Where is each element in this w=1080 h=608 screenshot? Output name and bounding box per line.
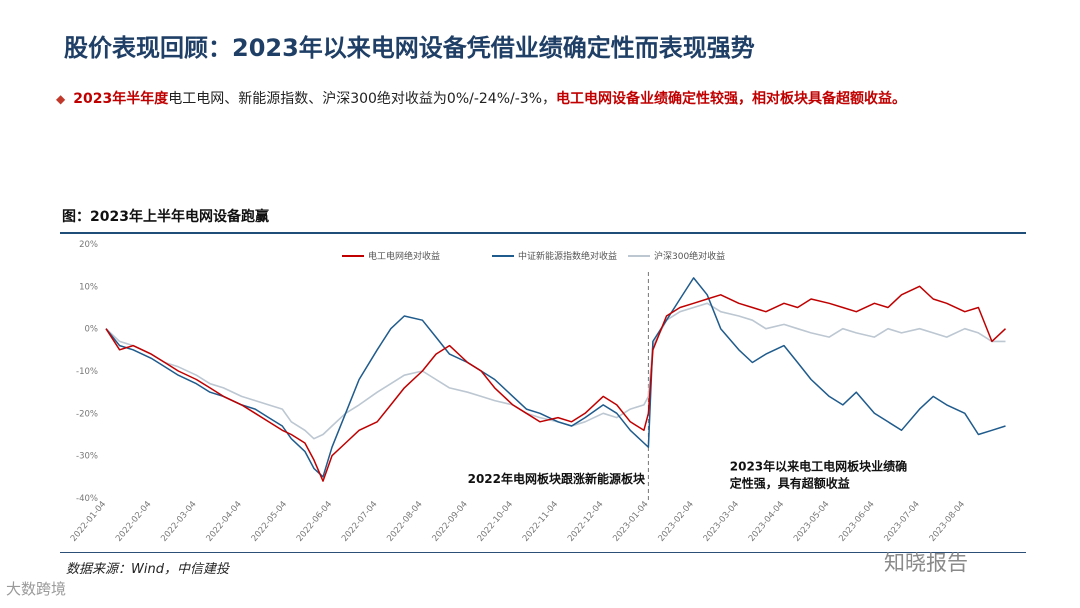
- x-tick-label: 2022-01-04: [69, 500, 108, 544]
- x-tick-label: 2022-09-04: [430, 500, 469, 544]
- page-title: 股价表现回顾：2023年以来电网设备凭借业绩确定性而表现强势: [64, 34, 755, 62]
- series-line-2: [105, 277, 1006, 478]
- x-tick-label: 2023-01-04: [611, 500, 650, 544]
- y-tick-label: -20%: [76, 409, 98, 419]
- line-chart: 20%10%0%-10%-20%-30%-40%2022-01-04 2022-0…: [69, 240, 1007, 544]
- x-tick-label: 2022-04-04: [204, 500, 243, 544]
- x-tick-label: 2022-10-04: [476, 500, 515, 544]
- y-tick-label: -40%: [76, 494, 98, 504]
- bullet-period: 2023年半年度: [73, 91, 169, 107]
- y-tick-label: 0%: [85, 325, 99, 335]
- diamond-bullet-icon: ◆: [56, 92, 66, 106]
- x-tick-label: 2022-07-04: [340, 500, 379, 544]
- x-tick-label: 2023-03-04: [702, 500, 741, 544]
- x-tick-label: 2022-02-04: [114, 500, 153, 544]
- y-tick-label: -10%: [76, 367, 98, 377]
- legend-label: 中证新能源指数绝对收益: [518, 250, 617, 262]
- x-tick-label: 2022-08-04: [385, 500, 424, 544]
- y-tick-label: -30%: [76, 452, 98, 462]
- legend-label: 沪深300绝对收益: [654, 250, 725, 262]
- chart-annotation: 2022年电网板块跟涨新能源板块: [468, 471, 646, 486]
- bullet-conclusion: 电工电网设备业绩确定性较强，相对板块具备超额收益。: [556, 91, 906, 107]
- chart-annotation: 定性强，具有超额收益: [730, 475, 850, 490]
- x-tick-label: 2022-12-04: [566, 500, 605, 544]
- legend-label: 电工电网绝对收益: [368, 250, 440, 262]
- figure-title: 图：2023年上半年电网设备跑赢: [62, 209, 269, 225]
- data-source: 数据来源：Wind，中信建投: [66, 562, 229, 577]
- watermark-left: 大数跨境: [6, 580, 67, 598]
- watermark-right: 知晓报告: [884, 551, 968, 575]
- x-tick-label: 2023-07-04: [882, 500, 921, 544]
- x-tick-label: 2023-02-04: [656, 500, 695, 544]
- x-tick-label: 2022-03-04: [159, 500, 198, 544]
- x-tick-label: 2023-04-04: [747, 500, 786, 544]
- y-tick-label: 20%: [79, 240, 98, 250]
- y-tick-label: 10%: [79, 282, 98, 292]
- x-tick-label: 2022-06-04: [295, 500, 334, 544]
- x-tick-label: 2023-05-04: [792, 500, 831, 544]
- series-line-1: [105, 285, 1007, 482]
- footer-rule: [60, 552, 1026, 553]
- chart-annotation: 2023年以来电工电网板块业绩确: [730, 458, 907, 473]
- x-tick-label: 2023-08-04: [928, 500, 967, 544]
- x-tick-label: 2023-06-04: [837, 500, 876, 544]
- x-tick-label: 2022-05-04: [250, 500, 289, 544]
- x-tick-label: 2022-11-04: [521, 500, 560, 544]
- summary-bullet: ◆ 2023年半年度电工电网、新能源指数、沪深300绝对收益为0%/-24%/-3…: [56, 88, 906, 108]
- figure-title-rule: [60, 232, 1026, 234]
- bullet-returns: 电工电网、新能源指数、沪深300绝对收益为0%/-24%/-3%，: [168, 91, 556, 107]
